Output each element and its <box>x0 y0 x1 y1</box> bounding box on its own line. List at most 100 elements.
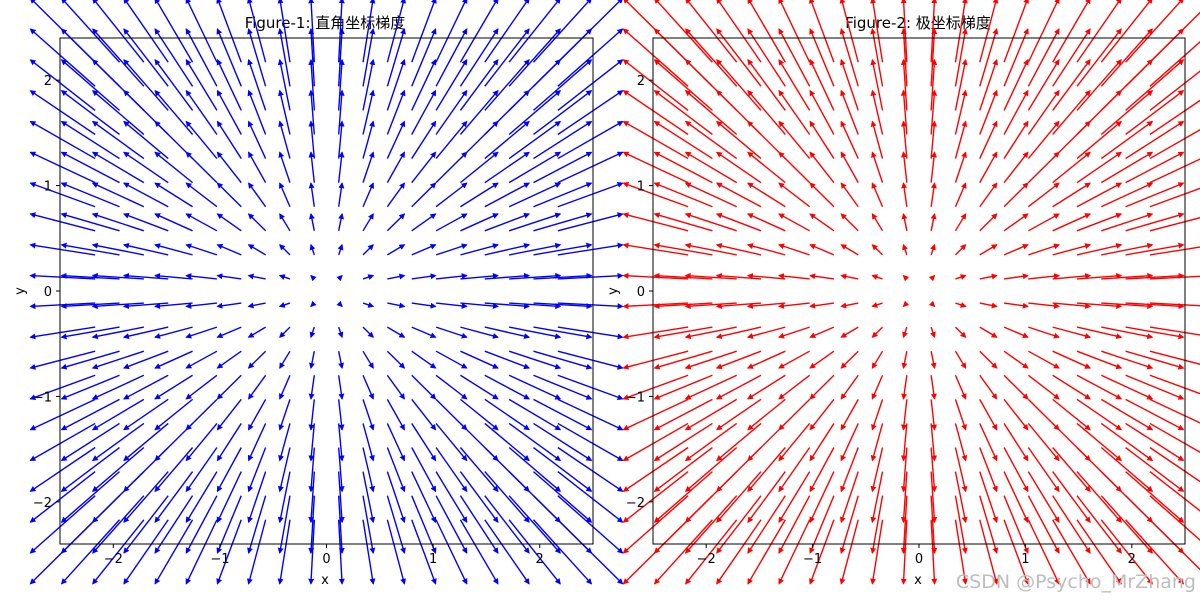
quiver-arrow <box>460 182 499 208</box>
quiver-arrow <box>715 326 762 340</box>
quiver-arrow <box>557 182 624 208</box>
quiver-arrow <box>979 273 998 280</box>
quiver-arrow <box>435 182 468 208</box>
quiver-arrow <box>484 374 530 400</box>
quiver-arrow <box>746 350 786 369</box>
quiver-arrow <box>435 350 468 369</box>
x-tick-label: 2 <box>536 552 544 567</box>
quiver-arrow <box>278 301 291 308</box>
quiver-arrow <box>309 243 316 256</box>
quiver-arrow <box>979 0 999 63</box>
quiver-arrow <box>279 213 291 232</box>
quiver-arrow <box>362 374 375 400</box>
quiver-arrow <box>411 471 437 524</box>
quiver-arrow <box>1100 90 1154 136</box>
quiver-arrow <box>362 244 374 256</box>
quiver-arrow <box>246 0 267 63</box>
quiver-arrow <box>1052 471 1091 523</box>
quiver-arrow <box>387 302 406 309</box>
quiver-arrow <box>901 375 908 400</box>
quiver-arrow <box>1027 422 1060 462</box>
quiver-arrow <box>1149 11 1200 63</box>
quiver-arrow <box>684 326 737 340</box>
quiver-arrow <box>557 90 624 136</box>
quiver-arrow <box>277 28 291 87</box>
quiver-arrow <box>1076 302 1123 310</box>
quiver-arrow <box>308 151 316 183</box>
quiver-arrow <box>1027 58 1060 111</box>
quiver-arrow <box>954 244 967 256</box>
quiver-arrow <box>508 212 562 232</box>
quiver-arrow <box>871 399 884 431</box>
quiver-arrow <box>747 28 786 87</box>
quiver-arrow <box>508 90 562 136</box>
quiver-arrow <box>622 90 689 136</box>
quiver-arrow <box>809 471 835 524</box>
quiver-arrow <box>840 423 859 462</box>
quiver-arrow <box>778 243 810 256</box>
quiver-arrow <box>1076 471 1122 523</box>
quiver-arrow <box>1149 275 1200 280</box>
quiver-arrow <box>900 58 908 111</box>
quiver-arrow <box>979 350 998 369</box>
quiver-arrow <box>29 495 96 554</box>
quiver-arrow <box>1052 302 1092 309</box>
quiver-arrow <box>411 120 437 159</box>
quiver-arrow <box>123 471 169 523</box>
quiver-arrow <box>839 495 859 554</box>
quiver-arrow <box>460 326 499 339</box>
quiver-arrow <box>185 350 218 369</box>
quiver-arrow <box>901 351 908 370</box>
quiver-arrow <box>122 242 169 256</box>
quiver-arrow <box>979 89 998 135</box>
quiver-arrow <box>1100 495 1153 554</box>
quiver-arrow <box>557 446 624 492</box>
quiver-arrow <box>435 243 468 256</box>
quiver-arrow <box>60 242 120 256</box>
quiver-arrow <box>435 273 468 280</box>
quiver-arrow <box>411 213 437 232</box>
quiver-arrow <box>386 0 407 63</box>
quiver-arrow <box>308 58 316 111</box>
quiver-arrow <box>1125 182 1185 208</box>
quiver-arrow <box>716 495 762 554</box>
quiver-arrow <box>310 300 317 308</box>
quiver-arrow <box>809 398 835 431</box>
quiver-arrow <box>122 272 169 280</box>
quiver-arrow <box>484 398 530 431</box>
quiver-arrow <box>840 151 859 183</box>
quiver-arrow <box>337 182 345 207</box>
quiver-arrow <box>839 471 859 524</box>
quiver-arrow <box>247 302 266 309</box>
quiver-arrow <box>532 519 593 585</box>
quiver-arrow <box>1125 350 1185 370</box>
quiver-arrow <box>386 151 406 183</box>
quiver-arrow <box>954 0 968 63</box>
quiver-arrow <box>930 495 938 554</box>
quiver-arrow <box>508 519 561 585</box>
quiver-arrow <box>954 89 968 135</box>
quiver-arrow <box>1101 212 1154 232</box>
quiver-arrow <box>1052 182 1091 208</box>
quiver-arrow <box>930 58 938 111</box>
quiver-arrow <box>362 120 375 159</box>
quiver-arrow <box>1076 120 1122 160</box>
quiver-arrow <box>386 120 406 159</box>
quiver-arrow <box>154 350 193 369</box>
quiver-arrow <box>715 182 762 208</box>
quiver-arrow <box>411 398 437 431</box>
quiver-arrow <box>216 350 242 369</box>
quiver-arrow <box>653 471 713 523</box>
quiver-arrow <box>459 447 499 493</box>
quiver-arrow <box>1125 120 1185 160</box>
quiver-arrow <box>684 398 738 431</box>
quiver-arrow <box>484 28 530 87</box>
quiver-arrow <box>435 89 468 135</box>
quiver-arrow <box>809 243 835 256</box>
quiver-arrow <box>362 399 375 431</box>
quiver-arrow <box>411 326 437 339</box>
quiver-arrow <box>979 423 998 462</box>
quiver-arrow <box>185 243 218 256</box>
quiver-arrow <box>337 447 345 493</box>
watermark: CSDN @Psycho_MrZhang <box>956 571 1196 593</box>
